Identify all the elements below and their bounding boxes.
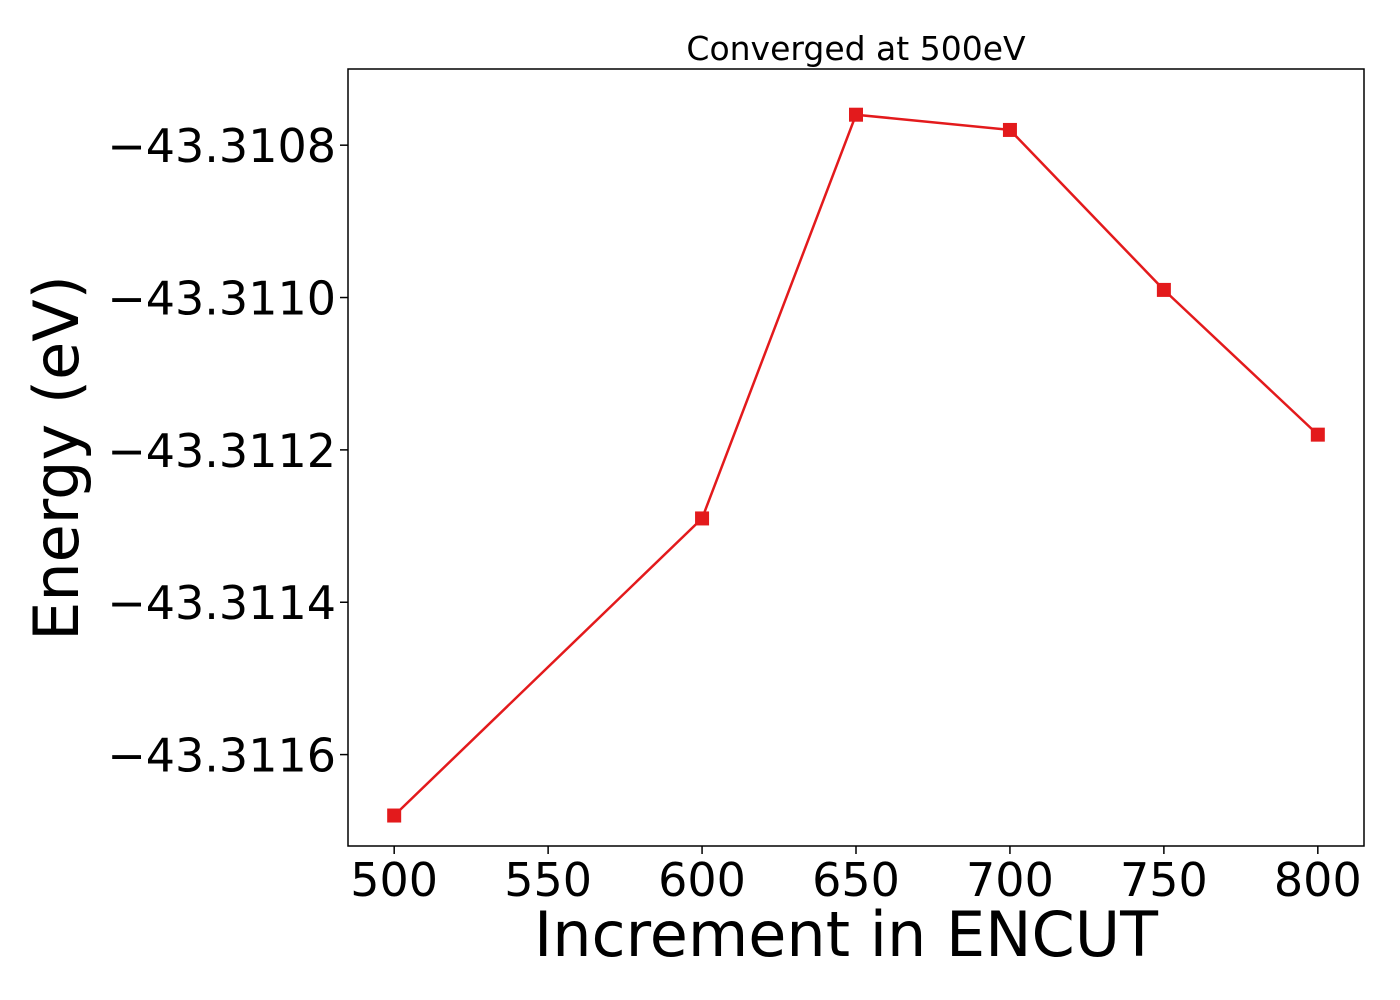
data-point-marker [387, 808, 402, 823]
x-tick-label: 600 [658, 853, 746, 907]
data-point-marker [1002, 122, 1017, 137]
x-tick-label: 750 [1120, 853, 1208, 907]
x-tick-label: 650 [812, 853, 900, 907]
chart-title: Converged at 500eV [686, 29, 1026, 68]
x-axis-ticks: 500 550 600 650 700 750 800 [350, 846, 1362, 907]
y-tick-label: −43.3110 [107, 272, 336, 326]
x-tick-label: 500 [350, 853, 438, 907]
data-point-marker [1310, 427, 1325, 442]
y-tick-label: −43.3116 [107, 729, 336, 783]
data-point-marker [695, 511, 710, 526]
x-tick-label: 800 [1274, 853, 1362, 907]
series-layer [387, 107, 1325, 823]
y-tick-label: −43.3112 [107, 424, 336, 478]
data-point-marker [1156, 282, 1171, 297]
series-line [393, 113, 1319, 817]
data-point-marker [849, 107, 863, 122]
y-axis-title: Energy (eV) [20, 275, 93, 641]
y-tick-label: −43.3108 [107, 119, 336, 173]
x-axis-title: Increment in ENCUT [534, 898, 1159, 971]
x-tick-label: 700 [966, 853, 1054, 907]
plot-frame [347, 68, 1365, 847]
y-axis-ticks: −43.3116 −43.3114 −43.3112 −43.3110 −43.3108 [107, 119, 348, 783]
x-tick-label: 550 [504, 853, 592, 907]
y-tick-label: −43.3114 [107, 576, 336, 630]
